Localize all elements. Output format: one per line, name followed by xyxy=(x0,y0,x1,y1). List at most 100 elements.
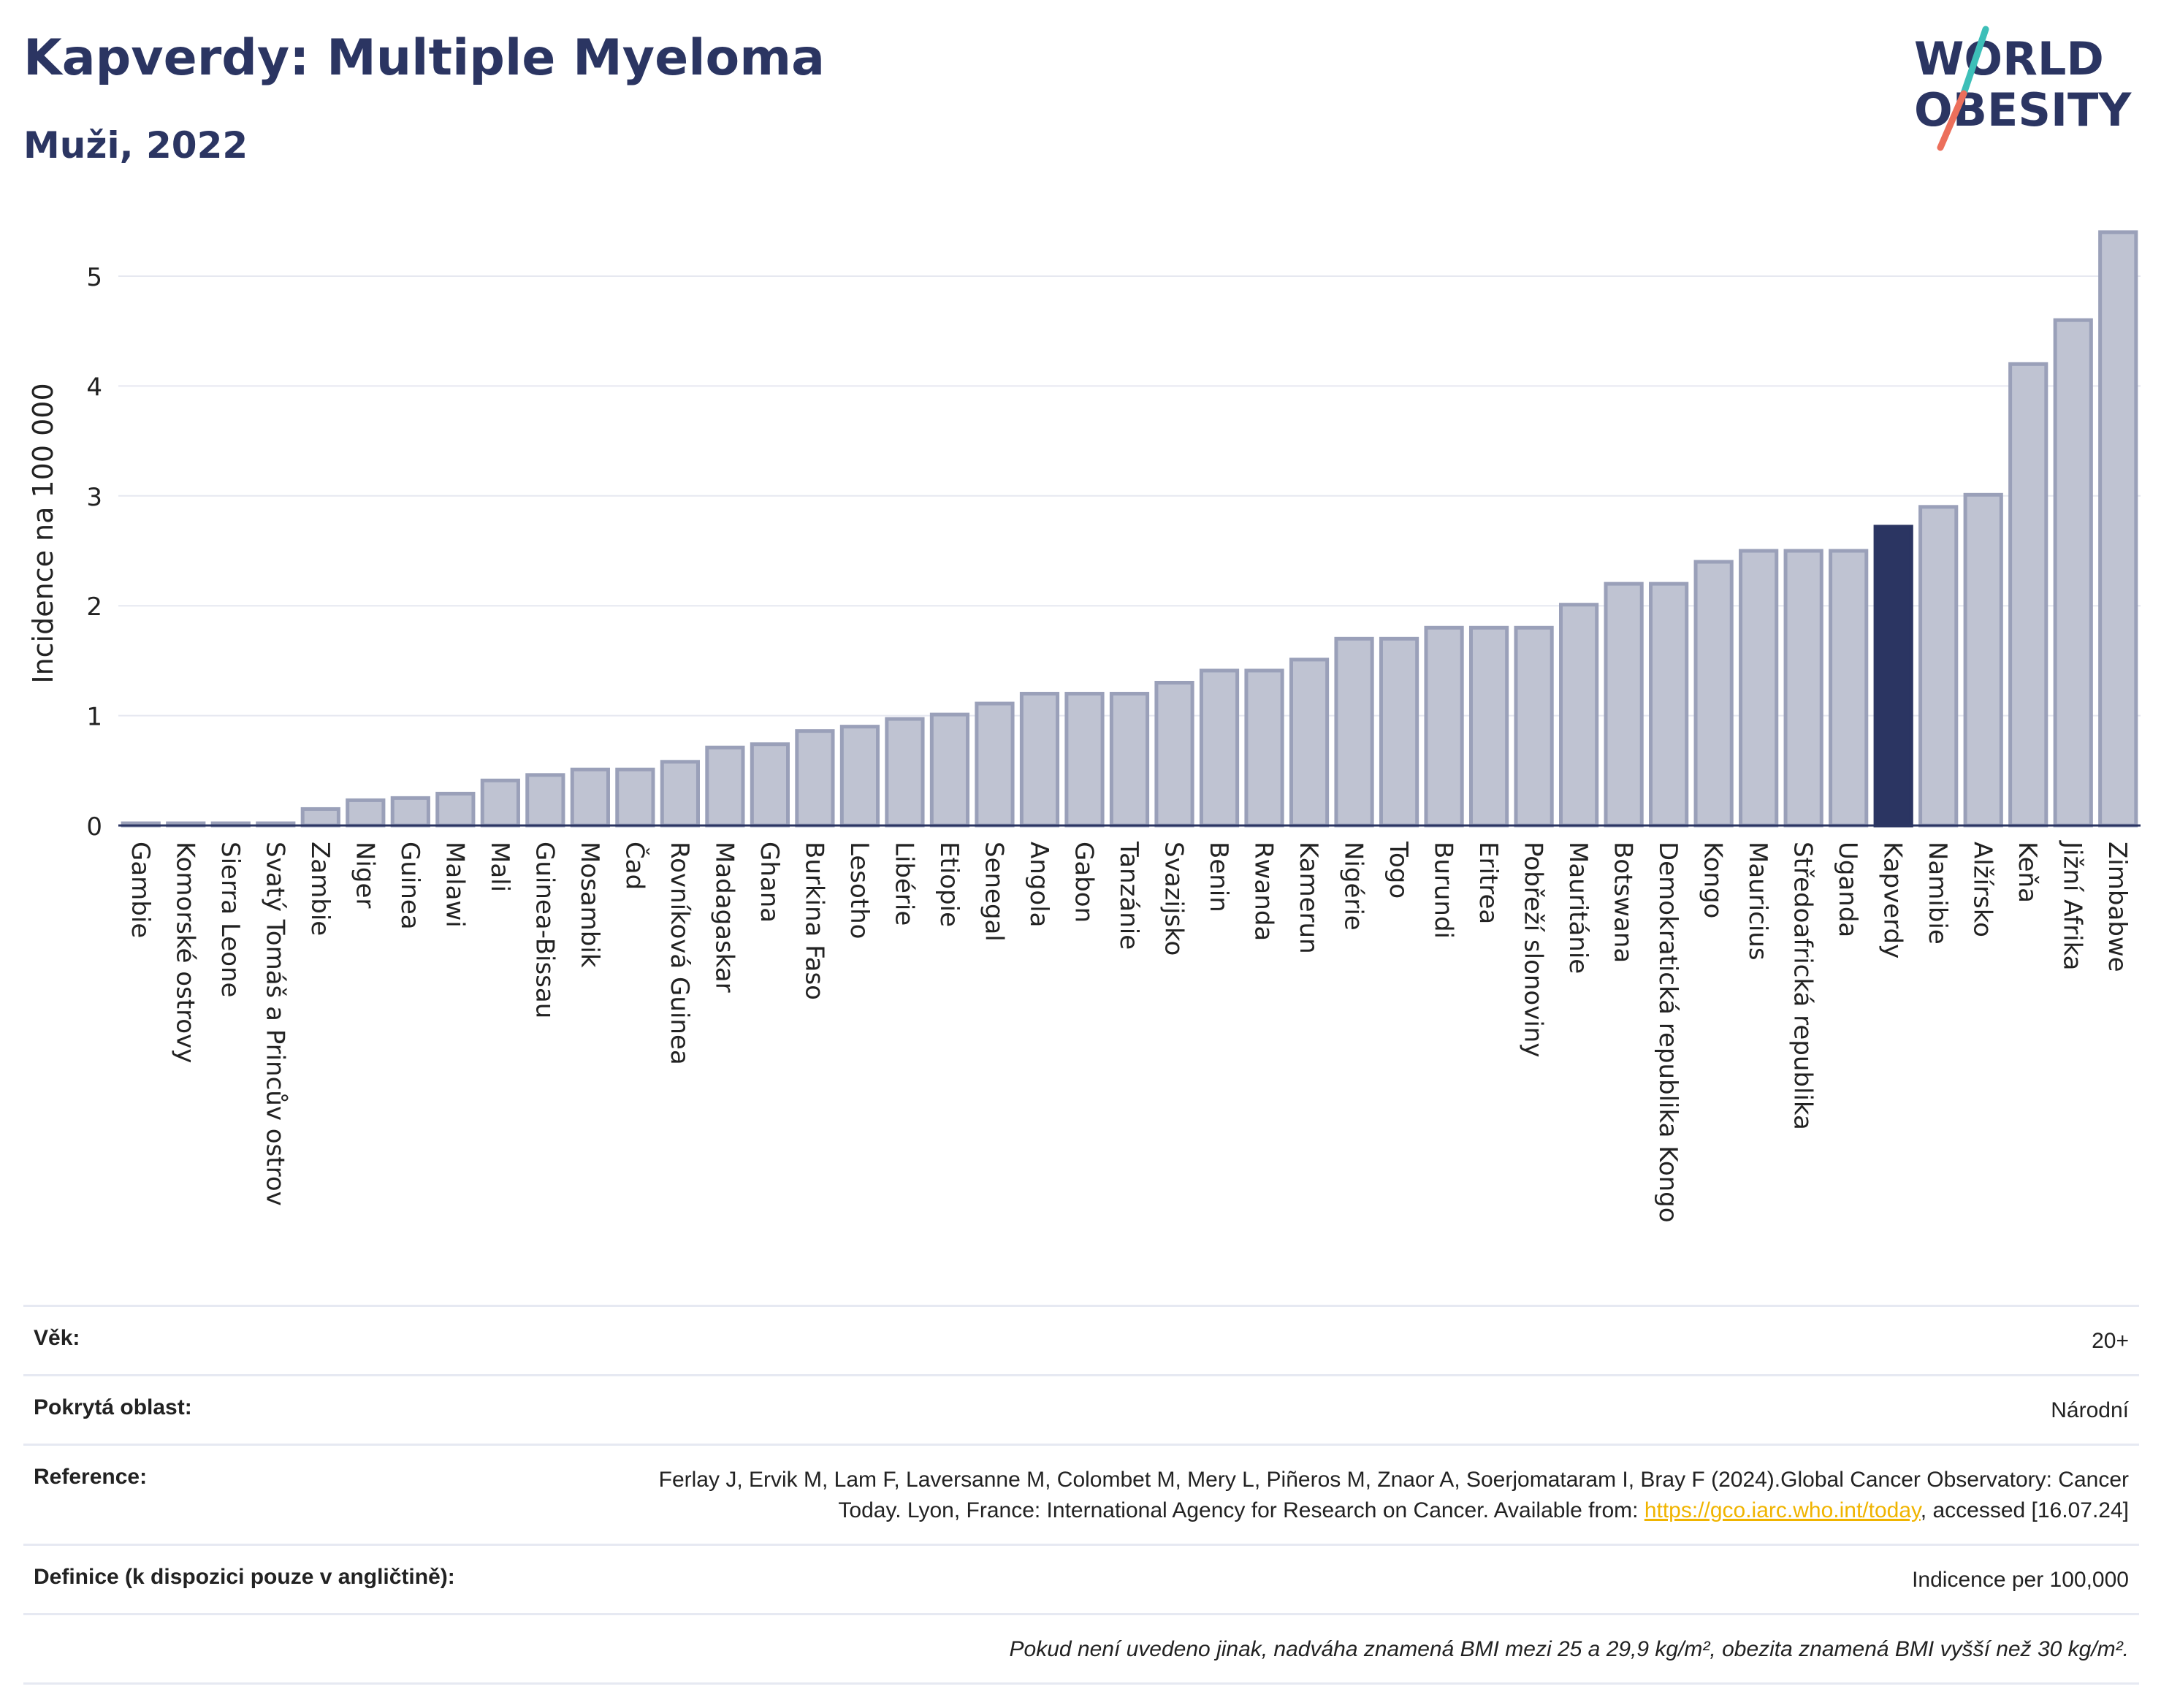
bar-zimbabwe[interactable] xyxy=(2098,230,2138,828)
axes: 0 1 2 3 4 5 Gambie Komorské ostrovy Sierra Leone… xyxy=(86,263,2141,1223)
bar-mosambik[interactable] xyxy=(570,767,610,828)
bar-togo[interactable] xyxy=(1379,636,1419,828)
bar-zambie[interactable] xyxy=(300,807,340,828)
x-tick-label: Burkina Faso xyxy=(799,842,828,1000)
x-tick-label: Demokratická republika Kongo xyxy=(1653,842,1682,1223)
x-tick-label: Ghana xyxy=(755,842,784,923)
bar-mali[interactable] xyxy=(480,778,520,828)
x-tick-label: Mauritánie xyxy=(1563,842,1593,974)
x-tick-label: Čad xyxy=(620,842,649,890)
bar-benin[interactable] xyxy=(1199,668,1240,828)
x-tick-label: Kapverdy xyxy=(1878,842,1907,958)
bar-keňa[interactable] xyxy=(2008,362,2048,828)
x-tick-label: Zimbabwe xyxy=(2103,842,2132,972)
info-row-reference: Reference: Ferlay J, Ervik M, Lam F, Lav… xyxy=(23,1446,2139,1546)
x-tick-label: Gambie xyxy=(126,842,155,938)
x-tick-label: Namibie xyxy=(1923,842,1952,945)
x-tick-label: Gabon xyxy=(1069,842,1098,923)
bar-malawi[interactable] xyxy=(435,791,476,828)
x-tick-label: Uganda xyxy=(1833,842,1862,937)
info-row-area: Pokrytá oblast: Národní xyxy=(23,1376,2139,1446)
x-tick-label: Guinea xyxy=(395,842,424,930)
x-tick-label: Botswana xyxy=(1609,842,1638,963)
bar-namibie[interactable] xyxy=(1918,505,1959,828)
bar-guinea-bissau[interactable] xyxy=(525,773,565,828)
bar-ghana[interactable] xyxy=(750,742,790,828)
y-tick-label: 5 xyxy=(86,263,102,292)
bar-pobřeží-slonoviny[interactable] xyxy=(1514,625,1554,828)
bar-niger[interactable] xyxy=(346,798,386,828)
x-tick-label: Burundi xyxy=(1429,842,1458,939)
bar-nigérie[interactable] xyxy=(1334,636,1374,828)
reference-link[interactable]: https://gco.iarc.who.int/today xyxy=(1644,1498,1921,1522)
info-row-definition: Definice (k dispozici pouze v angličtině… xyxy=(23,1546,2139,1615)
bar-tanzánie[interactable] xyxy=(1109,692,1150,828)
age-label: Věk: xyxy=(34,1326,80,1350)
bar-čad[interactable] xyxy=(615,767,655,828)
x-tick-label: Alžírsko xyxy=(1968,842,1997,937)
x-tick-label: Sierra Leone xyxy=(216,842,245,997)
x-tick-label: Madagaskar xyxy=(709,842,739,993)
x-tick-label: Mauricius xyxy=(1743,842,1772,961)
bar-lesotho[interactable] xyxy=(839,725,880,828)
chart-subtitle: Muži, 2022 xyxy=(23,124,248,167)
definition-label: Definice (k dispozici pouze v angličtině… xyxy=(34,1565,455,1589)
bar-eritrea[interactable] xyxy=(1468,625,1509,828)
x-tick-label: Niger xyxy=(350,842,379,908)
bar-mauricius[interactable] xyxy=(1739,549,1779,828)
x-tick-label: Zambie xyxy=(305,842,335,936)
bar-botswana[interactable] xyxy=(1604,582,1644,828)
area-value: Národní xyxy=(2051,1398,2129,1422)
world-obesity-logo: WORLD OBESITY xyxy=(1914,26,2132,151)
x-tick-label: Středoafrická republika xyxy=(1788,842,1818,1130)
info-table: Věk: 20+ Pokrytá oblast: Národní Referen… xyxy=(23,1305,2139,1685)
reference-text: Ferlay J, Ervik M, Lam F, Laversanne M, … xyxy=(658,1468,2129,1522)
x-tick-label: Togo xyxy=(1384,841,1413,899)
x-tick-label: Svazijsko xyxy=(1159,842,1189,956)
x-tick-label: Keňa xyxy=(2013,842,2042,903)
x-tick-label: Kamerun xyxy=(1294,842,1323,954)
bar-rwanda[interactable] xyxy=(1244,668,1284,828)
logo-slash-coral xyxy=(1937,90,1967,151)
x-tick-label: Kongo xyxy=(1699,842,1728,918)
x-tick-label: Senegal xyxy=(979,842,1008,942)
bar-kamerun[interactable] xyxy=(1289,657,1330,828)
bar-libérie[interactable] xyxy=(885,717,925,828)
bar-burkina-faso[interactable] xyxy=(795,729,835,828)
y-axis-label: Incidence na 100 000 xyxy=(27,383,59,683)
reference-value: Ferlay J, Ervik M, Lam F, Laversanne M, … xyxy=(609,1465,2129,1526)
bar-guinea[interactable] xyxy=(390,796,430,828)
bar-kongo[interactable] xyxy=(1693,560,1734,828)
bar-chart: 0 1 2 3 4 5 Gambie Komorské ostrovy Sierra Leone… xyxy=(27,230,2141,1223)
bar-gabon[interactable] xyxy=(1064,692,1105,828)
y-tick-label: 0 xyxy=(86,812,102,842)
chart-title: Kapverdy: Multiple Myeloma xyxy=(23,29,825,87)
age-value: 20+ xyxy=(2092,1329,2129,1353)
x-tick-label: Benin xyxy=(1204,842,1233,912)
bar-rovníková-guinea[interactable] xyxy=(660,760,700,828)
bar-jižní-afrika[interactable] xyxy=(2053,318,2093,828)
info-row-age: Věk: 20+ xyxy=(23,1307,2139,1376)
bar-demokratická-republika-kongo[interactable] xyxy=(1649,582,1689,828)
bar-etiopie[interactable] xyxy=(929,712,970,828)
bar-kapverdy[interactable] xyxy=(1873,525,1913,828)
x-tick-label: Eritrea xyxy=(1474,842,1503,924)
logo-text-world: WORLD xyxy=(1914,32,2104,85)
reference-suffix: , accessed [16.07.24] xyxy=(1920,1498,2129,1522)
bar-burundi[interactable] xyxy=(1424,625,1464,828)
x-tick-label: Svatý Tomáš a Princův ostrov xyxy=(260,842,289,1206)
bar-senegal[interactable] xyxy=(975,701,1015,828)
bars xyxy=(121,230,2138,828)
bar-angola[interactable] xyxy=(1019,692,1060,828)
bar-alžírsko[interactable] xyxy=(1963,492,2003,828)
bar-uganda[interactable] xyxy=(1829,549,1869,828)
bar-mauritánie[interactable] xyxy=(1559,603,1599,828)
y-tick-label: 4 xyxy=(86,373,102,402)
bar-madagaskar[interactable] xyxy=(705,745,745,828)
y-tick-label: 1 xyxy=(86,703,102,732)
bar-svazijsko[interactable] xyxy=(1154,680,1194,828)
definition-value: Indicence per 100,000 xyxy=(1912,1568,2129,1592)
x-tick-label: Rwanda xyxy=(1249,842,1278,941)
bar-středoafrická-republika[interactable] xyxy=(1783,549,1823,828)
logo-slash-teal xyxy=(1960,26,1989,97)
